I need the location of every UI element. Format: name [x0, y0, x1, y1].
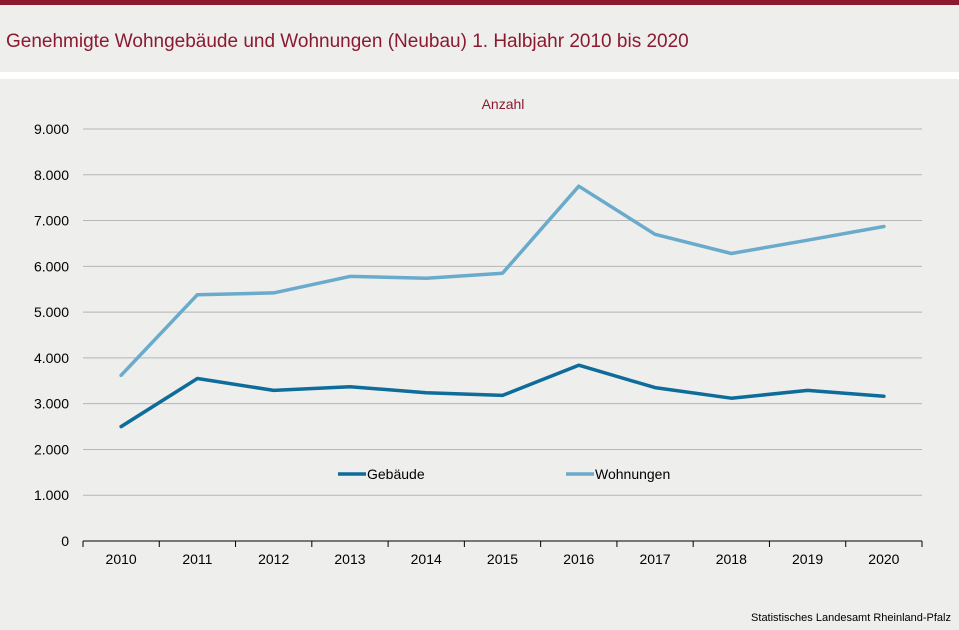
- y-tick-label: 8.000: [34, 167, 69, 183]
- y-tick-label: 0: [61, 533, 69, 549]
- x-tick-label: 2017: [639, 551, 670, 567]
- y-tick-label: 6.000: [34, 258, 69, 274]
- y-tick-label: 3.000: [34, 396, 69, 412]
- legend-label: Gebäude: [367, 466, 425, 482]
- x-tick-label: 2020: [868, 551, 899, 567]
- legend-label: Wohnungen: [595, 466, 670, 482]
- series-line-gebäude: [119, 363, 886, 429]
- legend: Gebäude Wohnungen: [338, 466, 670, 482]
- x-tick-label: 2016: [563, 551, 594, 567]
- line-chart: Anzahl 0 1.000 2.000 3.000 4.000 5.000 6.000 7.…: [34, 96, 923, 567]
- x-tick-label: 2019: [792, 551, 823, 567]
- top-accent-bar: [0, 0, 959, 5]
- x-tick-label: 2012: [258, 551, 289, 567]
- gridlines: [83, 128, 922, 496]
- y-tick-label: 7.000: [34, 213, 69, 229]
- y-tick-label: 4.000: [34, 350, 69, 366]
- x-tick-label: 2014: [411, 551, 442, 567]
- y-axis-ticks: 0 1.000 2.000 3.000 4.000 5.000 6.000 7.000 8.00…: [34, 121, 69, 549]
- source-note: Statistisches Landesamt Rheinland-Pfalz: [751, 612, 951, 624]
- x-tick-label: 2018: [716, 551, 747, 567]
- data-series: [119, 184, 886, 429]
- x-tick-label: 2011: [182, 551, 212, 567]
- y-tick-label: 2.000: [34, 441, 69, 457]
- x-axis: 2010 2011 2012 2013 2014 2015 2016 2017 2018 2019…: [82, 540, 923, 567]
- x-tick-label: 2015: [487, 551, 518, 567]
- chart-area: Anzahl 0 1.000 2.000 3.000 4.000 5.000 6.000 7.…: [0, 79, 959, 630]
- series-line-wohnungen: [119, 184, 886, 378]
- title-bar: Genehmigte Wohngebäude und Wohnungen (Ne…: [0, 5, 959, 72]
- y-axis-unit-label: Anzahl: [482, 96, 525, 112]
- y-tick-label: 1.000: [34, 487, 69, 503]
- y-tick-label: 9.000: [34, 121, 69, 137]
- y-tick-label: 5.000: [34, 304, 69, 320]
- x-tick-label: 2010: [106, 551, 137, 567]
- chart-title: Genehmigte Wohngebäude und Wohnungen (Ne…: [6, 31, 689, 52]
- x-tick-label: 2013: [334, 551, 365, 567]
